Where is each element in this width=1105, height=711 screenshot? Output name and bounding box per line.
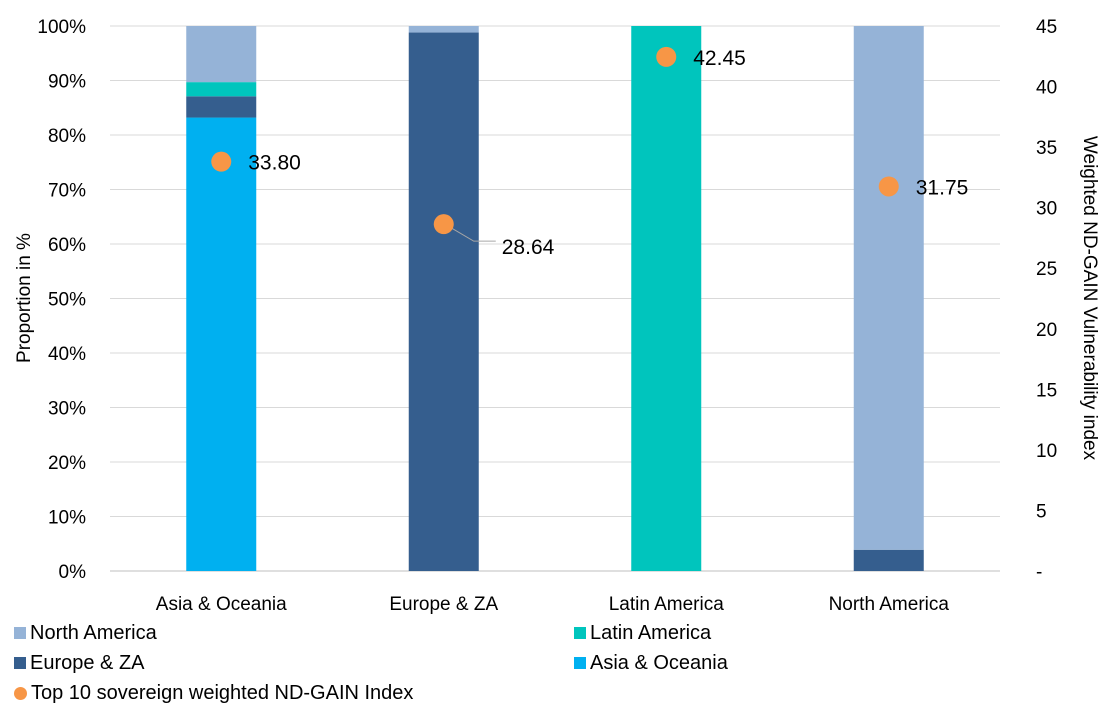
legend-item-europe-za: Europe & ZA bbox=[14, 652, 145, 674]
data-label: 33.80 bbox=[248, 152, 301, 175]
y2-tick-label: 10 bbox=[1036, 441, 1057, 462]
data-label: 28.64 bbox=[502, 236, 555, 259]
index-point bbox=[656, 46, 677, 67]
bar-segment bbox=[186, 117, 257, 571]
y-tick-label: 40% bbox=[48, 344, 86, 365]
data-label: 42.45 bbox=[693, 47, 746, 70]
index-point bbox=[433, 214, 454, 235]
legend-label: Latin America bbox=[590, 622, 712, 644]
y2-tick-label: 35 bbox=[1036, 138, 1057, 159]
bars bbox=[186, 26, 924, 572]
y-tick-label: 90% bbox=[48, 72, 86, 93]
y2-tick-label: 15 bbox=[1036, 380, 1057, 401]
index-point bbox=[211, 151, 232, 172]
y2-tick-label: 45 bbox=[1036, 17, 1057, 38]
y2-tick-label: 25 bbox=[1036, 259, 1057, 280]
legend-item-latin-america: Latin America bbox=[574, 622, 711, 644]
y-tick-label: 80% bbox=[48, 126, 86, 147]
y-axis-ticks: 0% 10% 20% 30% 40% 50% 60% 70% 80% 90% 100% bbox=[37, 17, 86, 583]
y-tick-label: 100% bbox=[37, 17, 86, 38]
data-label: 31.75 bbox=[916, 176, 969, 199]
index-point bbox=[878, 176, 899, 197]
index-points: 33.80 28.64 42.45 31.75 bbox=[211, 47, 968, 259]
x-tick-label: Asia & Oceania bbox=[156, 594, 287, 615]
legend-swatch bbox=[14, 657, 26, 669]
leader-lines bbox=[451, 227, 496, 242]
bar-segment bbox=[186, 26, 257, 83]
y-tick-label: 10% bbox=[48, 508, 86, 529]
y2-tick-label: - bbox=[1036, 562, 1042, 583]
bar-segment bbox=[408, 26, 479, 33]
x-tick-label: Europe & ZA bbox=[389, 594, 498, 615]
bar-segment bbox=[853, 549, 924, 571]
y2-tick-label: 40 bbox=[1036, 78, 1057, 99]
y2-tick-label: 30 bbox=[1036, 199, 1057, 220]
y2-axis-ticks: - 5 10 15 20 25 30 35 40 45 bbox=[1036, 17, 1057, 583]
legend-swatch bbox=[14, 627, 26, 639]
legend-swatch bbox=[574, 627, 586, 639]
x-tick-label: North America bbox=[829, 594, 950, 615]
bar-segment bbox=[853, 26, 924, 550]
y2-axis-title: Weighted ND-GAIN Vulnerability index bbox=[1079, 136, 1100, 461]
y-tick-label: 50% bbox=[48, 290, 86, 311]
bar-segment bbox=[631, 26, 702, 571]
legend-item-nd-gain-index: Top 10 sovereign weighted ND-GAIN Index bbox=[14, 682, 413, 704]
y2-tick-label: 5 bbox=[1036, 501, 1047, 522]
legend-swatch bbox=[574, 657, 586, 669]
bar-segment bbox=[186, 82, 257, 97]
bar-segment bbox=[186, 96, 257, 118]
x-tick-label: Latin America bbox=[609, 594, 725, 615]
y-tick-label: 0% bbox=[59, 562, 87, 583]
gridlines bbox=[110, 25, 1000, 572]
y-tick-label: 60% bbox=[48, 235, 86, 256]
legend-swatch bbox=[14, 686, 27, 700]
y-tick-label: 30% bbox=[48, 399, 86, 420]
legend-label: Asia & Oceania bbox=[590, 652, 728, 674]
y-axis-title: Proportion in % bbox=[14, 233, 35, 363]
legend: North America Latin America Europe & ZA … bbox=[14, 622, 1094, 710]
y-tick-label: 70% bbox=[48, 181, 86, 202]
legend-label: North America bbox=[30, 622, 157, 644]
y-tick-label: 20% bbox=[48, 453, 86, 474]
legend-item-north-america: North America bbox=[14, 622, 157, 644]
legend-label: Europe & ZA bbox=[30, 652, 145, 674]
leader-line bbox=[451, 227, 496, 242]
x-axis-ticks: Asia & Oceania Europe & ZA Latin America No… bbox=[156, 594, 950, 615]
chart: 33.80 28.64 42.45 31.75 0% 10% 20% 30% 40% 50% 60… bbox=[14, 17, 1100, 615]
legend-item-asia-oceania: Asia & Oceania bbox=[574, 652, 728, 674]
bar-segment bbox=[408, 32, 479, 572]
y2-tick-label: 20 bbox=[1036, 320, 1057, 341]
legend-label: Top 10 sovereign weighted ND-GAIN Index bbox=[31, 682, 414, 704]
